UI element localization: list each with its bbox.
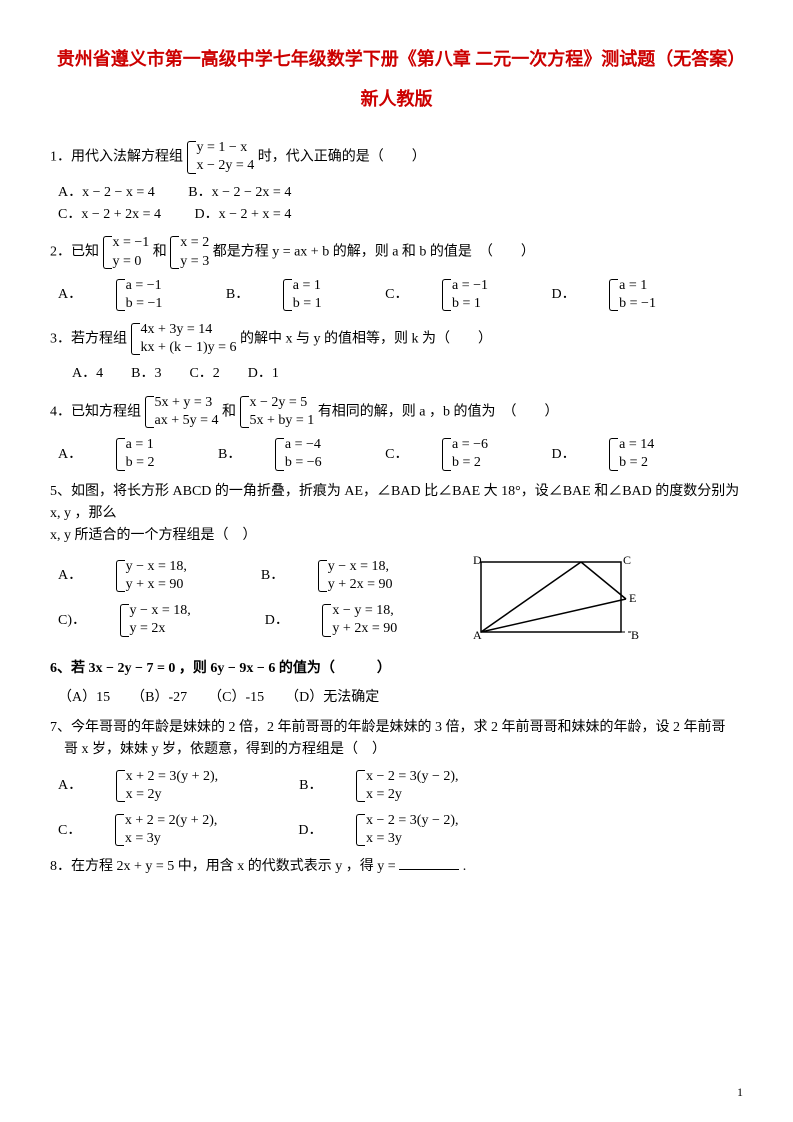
q1-system: y = 1 − x x − 2y = 4	[187, 139, 255, 175]
q2-stem-post: 都是方程 y = ax + b 的解，则 a 和 b 的值是 （ ）	[213, 245, 535, 260]
q5-stem2: x, y 所适合的一个方程组是（ ）	[50, 525, 743, 547]
doc-title: 贵州省遵义市第一高级中学七年级数学下册《第八章 二元一次方程》测试题（无答案） …	[50, 40, 743, 119]
q4-options: A． a = 1b = 2 B． a = −4b = −6 C． a = −6b…	[58, 436, 743, 472]
q7-opt-d: x − 2 = 3(y − 2),x = 3y	[356, 812, 489, 848]
q7-opt-b: x − 2 = 3(y − 2),x = 2y	[356, 768, 489, 804]
q7-c-pre: C．	[58, 820, 81, 842]
q7-d-pre: D．	[298, 820, 322, 842]
q2-b-pre: B．	[226, 284, 249, 306]
q2-opt-a: a = −1b = −1	[116, 277, 193, 313]
question-1: 1．用代入法解方程组 y = 1 − x x − 2y = 4 时，代入正确的是…	[50, 139, 743, 175]
label-a: A	[473, 628, 482, 642]
q4-c-pre: C．	[385, 444, 408, 466]
q2-sys1: x = −1 y = 0	[103, 234, 150, 270]
label-d: D	[473, 554, 482, 567]
q3-options: A．4 B．3 C．2 D．1	[58, 363, 743, 385]
label-e: E	[629, 591, 636, 605]
q8-tail: .	[463, 859, 467, 874]
label-c: C	[623, 554, 631, 567]
q3-stem-pre: 3．若方程组	[50, 332, 127, 347]
q2-d-pre: D．	[552, 284, 576, 306]
q4-opt-d: a = 14b = 2	[609, 436, 684, 472]
question-5: 5、如图，将长方形 ABCD 的一角折叠，折痕为 AE，∠BAD 比∠BAE 大…	[50, 481, 743, 548]
q1-options: A．x − 2 − x = 4 B．x − 2 − 2x = 4 C．x − 2…	[58, 182, 743, 227]
q2-opt-b: a = 1b = 1	[283, 277, 352, 313]
q7-b-pre: B．	[299, 775, 322, 797]
q7-stem1: 7、今年哥哥的年龄是妹妹的 2 倍，2 年前哥哥的年龄是妹妹的 3 倍，求 2 …	[50, 717, 743, 739]
q5-opt-b: y − x = 18,y + 2x = 90	[318, 558, 423, 594]
question-6: 6、若 3x − 2y − 7 = 0 ，则 6y − 9x − 6 的值为（ …	[50, 658, 743, 680]
page-number: 1	[737, 1083, 743, 1102]
q2-options: A． a = −1b = −1 B． a = 1b = 1 C． a = −1b…	[58, 277, 743, 313]
q2-c-pre: C．	[385, 284, 408, 306]
question-7: 7、今年哥哥的年龄是妹妹的 2 倍，2 年前哥哥的年龄是妹妹的 3 倍，求 2 …	[50, 717, 743, 762]
q5-d-pre: D．	[265, 610, 289, 632]
q2-mid: 和	[153, 245, 167, 260]
q8-stem: 8．在方程 2x + y = 5 中，用含 x 的代数式表示 y ，得 y =	[50, 859, 399, 874]
q5-body: A． y − x = 18,y + x = 90 B． y − x = 18,y…	[50, 554, 743, 652]
q4-stem-pre: 4．已知方程组	[50, 404, 141, 419]
q1-opt-b: B．x − 2 − 2x = 4	[188, 182, 291, 204]
q5-figure: A B C D E	[471, 554, 641, 652]
q4-mid: 和	[222, 404, 236, 419]
q7-options-row2: C． x + 2 = 2(y + 2),x = 3y D． x − 2 = 3(…	[58, 812, 743, 848]
q2-opt-c: a = −1b = 1	[442, 277, 518, 313]
q2-stem-pre: 2．已知	[50, 245, 99, 260]
q4-sys1: 5x + y = 3 ax + 5y = 4	[145, 394, 219, 430]
q5-opt-a: y − x = 18,y + x = 90	[116, 558, 217, 594]
q2-a-pre: A．	[58, 284, 82, 306]
q5-a-pre: A．	[58, 565, 82, 587]
q7-opt-a: x + 2 = 3(y + 2),x = 2y	[116, 768, 249, 804]
q5-b-pre: B．	[261, 565, 284, 587]
q4-opt-b: a = −4b = −6	[275, 436, 352, 472]
q3-stem-post: 的解中 x 与 y 的值相等，则 k 为（ ）	[240, 332, 492, 347]
q1-opt-c: C．x − 2 + 2x = 4	[58, 204, 161, 226]
q3-system: 4x + 3y = 14 kx + (k − 1)y = 6	[131, 321, 237, 357]
q7-options-row1: A． x + 2 = 3(y + 2),x = 2y B． x − 2 = 3(…	[58, 768, 743, 804]
question-3: 3．若方程组 4x + 3y = 14 kx + (k − 1)y = 6 的解…	[50, 321, 743, 357]
q4-a-pre: A．	[58, 444, 82, 466]
q5-c-pre: C)．	[58, 610, 86, 632]
q6-options: （A）15 （B）-27 （C）-15 （D）无法确定	[58, 687, 743, 709]
q1-stem-pre: 1．用代入法解方程组	[50, 150, 183, 165]
q2-opt-d: a = 1b = −1	[609, 277, 686, 313]
q1-stem-post: 时，代入正确的是（ ）	[258, 150, 426, 165]
label-b: B	[631, 628, 639, 642]
q6-stem: 6、若 3x − 2y − 7 = 0 ，则 6y − 9x − 6 的值为（ …	[50, 661, 391, 676]
q4-opt-a: a = 1b = 2	[116, 436, 185, 472]
q7-a-pre: A．	[58, 775, 82, 797]
q2-sys2: x = 2 y = 3	[170, 234, 209, 270]
q1-opt-d: D．x − 2 + x = 4	[195, 204, 292, 226]
question-8: 8．在方程 2x + y = 5 中，用含 x 的代数式表示 y ，得 y = …	[50, 856, 743, 878]
q5-stem1: 5、如图，将长方形 ABCD 的一角折叠，折痕为 AE，∠BAD 比∠BAE 大…	[50, 481, 743, 526]
q5-opt-c: y − x = 18,y = 2x	[120, 602, 221, 638]
q5-opt-d: x − y = 18,y + 2x = 90	[322, 602, 427, 638]
question-2: 2．已知 x = −1 y = 0 和 x = 2 y = 3 都是方程 y =…	[50, 234, 743, 270]
q4-sys2: x − 2y = 5 5x + by = 1	[240, 394, 315, 430]
q4-d-pre: D．	[552, 444, 576, 466]
q8-blank	[399, 869, 459, 870]
q1-opt-a: A．x − 2 − x = 4	[58, 182, 155, 204]
q4-b-pre: B．	[218, 444, 241, 466]
q4-opt-c: a = −6b = 2	[442, 436, 518, 472]
q7-stem2: 哥 x 岁，妹妹 y 岁，依题意，得到的方程组是（ ）	[50, 739, 743, 761]
question-4: 4．已知方程组 5x + y = 3 ax + 5y = 4 和 x − 2y …	[50, 394, 743, 430]
q4-stem-post: 有相同的解，则 a ，b 的值为 （ ）	[318, 404, 559, 419]
q7-opt-c: x + 2 = 2(y + 2),x = 3y	[115, 812, 248, 848]
